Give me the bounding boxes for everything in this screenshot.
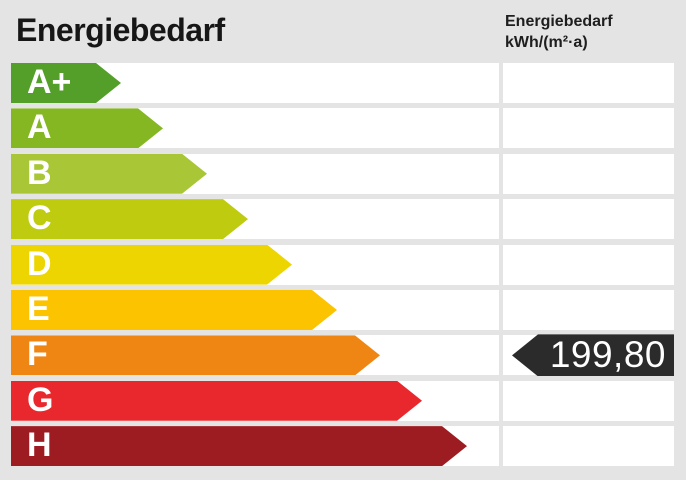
energy-value-badge: 199,80: [512, 334, 674, 377]
rating-letter: F: [27, 335, 48, 374]
rating-letter: H: [27, 426, 52, 465]
rating-letter: C: [27, 199, 52, 238]
rating-arrow: G: [11, 381, 422, 421]
rating-row-e: E: [11, 289, 674, 330]
rating-letter: B: [27, 153, 52, 192]
rating-track: C: [11, 199, 499, 240]
unit-header-title: Energiebedarf: [505, 13, 613, 30]
rating-letter: A: [27, 108, 52, 147]
rating-row-a: A: [11, 108, 674, 149]
rating-arrow: C: [11, 199, 248, 239]
rating-row-aplus: A+: [11, 63, 674, 103]
rating-arrow: D: [11, 245, 292, 285]
unit-header-unit: kWh/(m²·a): [505, 34, 588, 51]
rating-track: A: [11, 108, 499, 149]
rating-arrow: H: [11, 426, 467, 466]
value-cell: [503, 199, 674, 240]
value-cell: [503, 108, 674, 149]
rating-row-d: D: [11, 244, 674, 285]
rating-letter: A+: [27, 63, 72, 101]
rating-letter: E: [27, 289, 50, 328]
value-cell: 199,80: [503, 334, 674, 377]
rating-track: D: [11, 244, 499, 285]
value-cell: [503, 244, 674, 285]
value-cell: [503, 380, 674, 421]
value-cell: [503, 426, 674, 467]
rating-track: A+: [11, 63, 499, 103]
rating-track: G: [11, 380, 499, 421]
rating-track: H: [11, 426, 499, 467]
value-cell: [503, 289, 674, 330]
rating-arrow: A: [11, 108, 163, 148]
rating-track: F: [11, 335, 499, 376]
value-cell: [503, 153, 674, 194]
rating-arrow: A+: [11, 63, 121, 103]
rating-row-c: C: [11, 199, 674, 240]
rating-row-g: G: [11, 380, 674, 421]
rating-row-h: H: [11, 426, 674, 467]
rating-track: E: [11, 289, 499, 330]
rating-arrow: B: [11, 154, 207, 194]
page-title: Energiebedarf: [16, 12, 225, 48]
rating-arrow: E: [11, 290, 337, 330]
rating-arrow: F: [11, 335, 380, 375]
rating-track: B: [11, 153, 499, 194]
unit-header: Energiebedarf kWh/(m²·a): [505, 11, 613, 53]
rating-row-f: F 199,80: [11, 334, 674, 377]
rating-row-b: B: [11, 153, 674, 194]
rating-letter: G: [27, 380, 54, 419]
value-cell: [503, 63, 674, 103]
rating-letter: D: [27, 244, 52, 283]
rating-scale: A+ A B C D: [11, 63, 674, 467]
